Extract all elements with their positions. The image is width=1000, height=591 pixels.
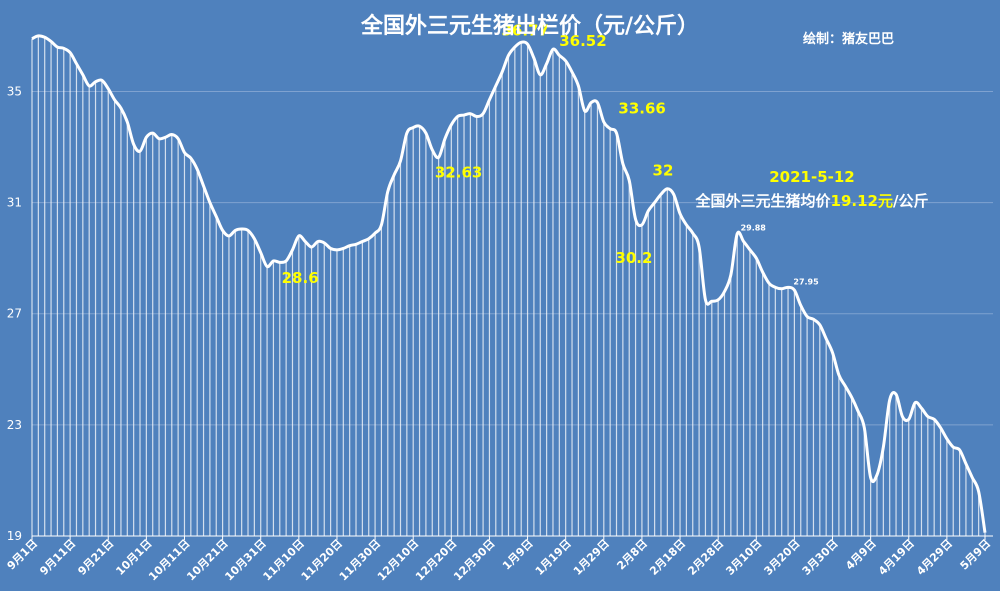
y-axis-ticks: 19 23 27 31 35 (7, 84, 22, 543)
annotation-label: 29.88 (741, 224, 767, 233)
value-annotations: 28.6 32.63 36.77 36.52 33.66 32 30.2 29.88 27.95 (282, 21, 820, 287)
annotation-label: 36.52 (559, 32, 606, 50)
annotation-label: 32 (653, 161, 674, 179)
y-tick-label: 19 (7, 529, 22, 543)
credit-label: 绘制：猪友巴巴 (803, 31, 894, 47)
annotation-label: 36.77 (501, 21, 548, 39)
y-tick-label: 27 (7, 307, 22, 321)
annotation-label: 32.63 (435, 163, 482, 181)
price-line-layer (31, 34, 987, 533)
note-prefix: 全国外三元生猪均价 (695, 192, 832, 210)
price-bars (31, 35, 986, 536)
note-date: 2021-5-12 (769, 168, 855, 186)
annotation-label: 33.66 (618, 100, 665, 118)
note-value: 19.12元 (831, 192, 893, 210)
y-tick-label: 35 (7, 84, 22, 98)
price-line (31, 34, 987, 533)
note-suffix: /公斤 (893, 192, 928, 210)
annotation-label: 27.95 (793, 277, 819, 286)
chart-title: 全国外三元生猪出栏价（元/公斤） (360, 13, 699, 39)
annotation-label: 30.2 (615, 249, 652, 267)
y-tick-label: 23 (7, 418, 22, 432)
note-line: 全国外三元生猪均价19.12元/公斤 (695, 192, 929, 210)
y-tick-label: 31 (7, 196, 22, 210)
annotation-label: 28.6 (282, 269, 319, 287)
